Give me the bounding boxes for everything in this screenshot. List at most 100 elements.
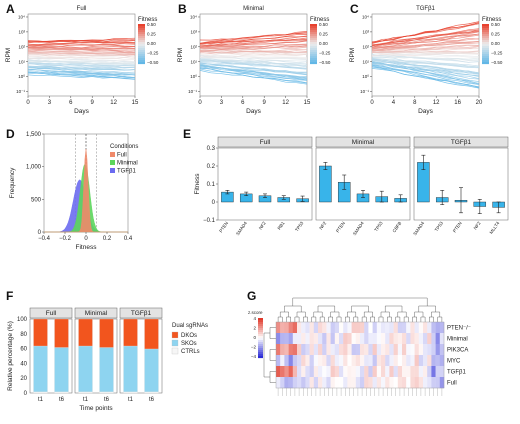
legend-tick-label: 0.50 [491, 22, 500, 27]
row-dendrogram [263, 327, 276, 383]
legend-label: DKOs [181, 333, 197, 339]
heatmap-cell [381, 344, 386, 356]
series-line [371, 54, 480, 61]
x-axis-label: Days [418, 108, 434, 115]
series-line [199, 52, 308, 56]
legend-label: Minimal [117, 161, 138, 167]
y-tick-label: 100 [17, 317, 28, 323]
x-tick-label: MLLT4 [488, 220, 500, 234]
heatmap-cell [288, 355, 293, 367]
stack-segment-dkos [78, 318, 93, 347]
heatmap-cell [439, 366, 445, 378]
facet-header [74, 307, 118, 319]
facet-header [29, 307, 73, 319]
legend-color-step [310, 24, 317, 27]
y-tick-label: 80 [20, 332, 27, 338]
heatmap-cell [368, 322, 373, 334]
dendrogram-branch [395, 316, 401, 322]
heatmap-cell [360, 322, 365, 334]
heatmap-cell [381, 355, 386, 367]
heatmap-cell [393, 344, 398, 356]
legend-color-step [138, 54, 145, 57]
legend-color-step [258, 346, 263, 349]
heatmap-cell [439, 344, 445, 356]
series-line [199, 33, 308, 41]
legend-swatch [110, 152, 115, 157]
y-axis-label: Frequency [9, 167, 16, 198]
line-group [27, 37, 136, 80]
legend-color-step [310, 60, 317, 63]
heatmap-cell [368, 377, 373, 389]
heatmap-cell [389, 333, 394, 345]
legend-color-step [482, 62, 489, 65]
heatmap-cell [313, 322, 319, 334]
legend-tick-label: −2 [251, 345, 257, 350]
legend-color-step [258, 330, 263, 333]
heatmap-cell [305, 344, 310, 356]
x-axis-label: Days [74, 108, 90, 115]
heatmap-cell [297, 377, 302, 389]
legend-color-step [258, 324, 263, 327]
facet-title: Minimal [85, 310, 108, 317]
heatmap-cell [360, 333, 365, 345]
legend-color-step [138, 46, 145, 49]
stack-segment-dkos [33, 318, 48, 347]
y-tick-label: 10³ [18, 29, 25, 34]
heatmap-cell [427, 344, 432, 356]
y-tick-label: 1,500 [26, 132, 42, 138]
legend-color-step [138, 52, 145, 55]
dendrogram-branch [280, 311, 289, 317]
dendrogram-branch [292, 297, 428, 306]
series-line [27, 63, 136, 68]
legend-color-step [310, 26, 317, 29]
legend-color-step [258, 356, 263, 359]
facet-header [119, 307, 163, 319]
heatmap-cell [339, 344, 344, 356]
legend-color-step [138, 42, 145, 45]
legend-color-step [310, 30, 317, 33]
legend-tick-label: 2 [253, 326, 256, 331]
density-area-full [44, 148, 128, 233]
legend-label: SKOs [181, 341, 197, 347]
series-line [27, 60, 136, 65]
heatmap-cell [423, 377, 428, 389]
series-line [199, 68, 308, 81]
legend-tick-label: −0.25 [319, 51, 331, 56]
x-tick-label: 9 [263, 100, 267, 106]
x-tick-label: −0.4 [38, 236, 51, 242]
legend-color-step [310, 48, 317, 51]
series-line [199, 53, 308, 58]
legend-color-step [310, 32, 317, 35]
heatmap-cell [309, 355, 314, 367]
series-line [371, 28, 480, 46]
series-line [27, 72, 136, 79]
legend-color-step [310, 52, 317, 55]
legend-color-step [138, 60, 145, 63]
heatmap-cell [301, 322, 306, 334]
heatmap-cell [376, 333, 382, 345]
dendrogram-branch [380, 311, 390, 317]
heatmap-cell [418, 377, 424, 389]
series-line [199, 62, 308, 69]
legend-color-step [482, 26, 489, 29]
heatmap-cell [297, 344, 302, 356]
series-line [27, 46, 136, 49]
heatmap-cell [406, 333, 411, 345]
heatmap-cell [410, 377, 415, 389]
dendrogram-branch [412, 316, 417, 322]
heatmap-cell [347, 344, 352, 356]
heatmap-cell [376, 366, 382, 378]
heatmap-cell [406, 355, 411, 367]
heatmap-cell [393, 333, 398, 345]
heatmap-cell [368, 366, 373, 378]
heatmap-cell [397, 333, 403, 345]
heatmap-cell [372, 366, 377, 378]
x-tick-label: 3 [48, 100, 52, 106]
heatmap-cell [339, 322, 344, 334]
heatmap-cell [297, 333, 302, 345]
heatmap-cell [372, 333, 377, 345]
series-line [27, 66, 136, 71]
series-line [27, 62, 136, 71]
heatmap-cell [414, 377, 419, 389]
